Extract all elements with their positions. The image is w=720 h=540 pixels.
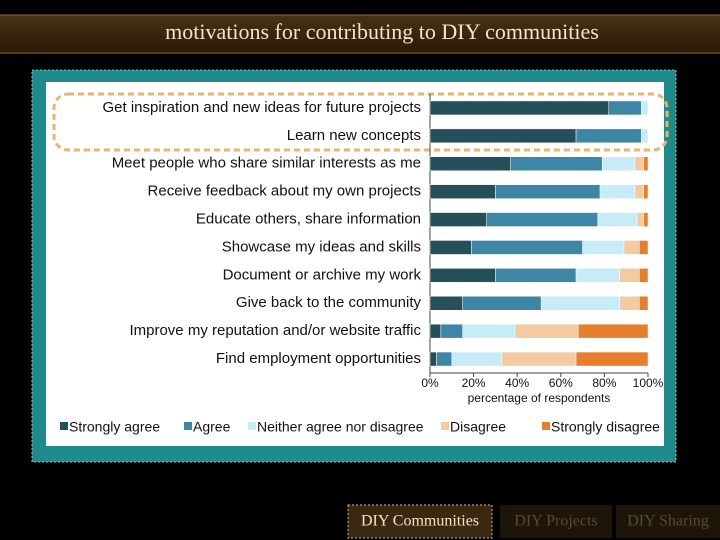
bar-segment bbox=[608, 100, 642, 116]
bar-segment bbox=[634, 156, 644, 171]
legend-label: Agree bbox=[193, 419, 231, 435]
legend-swatch bbox=[248, 422, 256, 430]
bar-segment bbox=[429, 184, 496, 199]
bar-segment bbox=[440, 323, 463, 339]
nav-tab[interactable] bbox=[616, 505, 720, 538]
bar-segment bbox=[429, 100, 610, 116]
nav-tab[interactable] bbox=[347, 504, 493, 539]
bar-segment bbox=[599, 184, 636, 199]
bar-segment bbox=[510, 156, 603, 171]
category-label: Educate others, share information bbox=[196, 211, 421, 228]
bar-segment bbox=[619, 268, 640, 283]
bar-segment bbox=[429, 296, 463, 311]
bar-segment bbox=[639, 268, 649, 283]
bar-segment bbox=[582, 240, 625, 255]
chart: Get inspiration and new ideas for future… bbox=[60, 94, 664, 435]
bar-segment bbox=[643, 184, 649, 199]
header-bar bbox=[0, 15, 720, 53]
x-tick-label: 40% bbox=[505, 376, 529, 390]
bar-segment bbox=[623, 240, 640, 255]
bar-segment bbox=[436, 351, 453, 367]
category-label: Document or archive my work bbox=[223, 266, 422, 283]
bar-segment bbox=[577, 323, 649, 339]
nav-bar: DIY Communities DIY Projects DIY Sharing bbox=[347, 504, 720, 539]
bar-segment bbox=[429, 240, 472, 255]
bar-segment bbox=[641, 100, 649, 116]
legend-label: Disagree bbox=[450, 419, 506, 435]
slide-title: motivations for contributing to DIY comm… bbox=[165, 19, 599, 44]
category-label: Meet people who share similar interests … bbox=[112, 155, 421, 172]
legend-swatch bbox=[441, 422, 449, 430]
highlight-box bbox=[52, 92, 669, 152]
category-label: Find employment opportunities bbox=[216, 350, 421, 367]
bar-segment bbox=[429, 128, 577, 144]
legend-label: Strongly disagree bbox=[551, 419, 660, 435]
nav-tab-label[interactable]: DIY Projects bbox=[514, 513, 597, 530]
legend-swatch bbox=[60, 422, 68, 430]
bar-segment bbox=[462, 296, 542, 311]
category-label: Receive feedback about my own projects bbox=[148, 183, 421, 200]
bar-segment bbox=[471, 240, 583, 255]
bar-segment bbox=[486, 212, 599, 227]
bar-segment bbox=[495, 184, 601, 199]
bar-segment bbox=[429, 156, 511, 171]
legend-label: Strongly agree bbox=[69, 419, 160, 435]
category-label: Give back to the community bbox=[236, 294, 422, 311]
legend-swatch bbox=[542, 422, 550, 430]
x-tick-label: 60% bbox=[549, 376, 573, 390]
nav-tab-label[interactable]: DIY Sharing bbox=[627, 513, 709, 530]
x-tick-label: 100% bbox=[633, 376, 664, 390]
bar-segment bbox=[636, 212, 644, 227]
category-label: Improve my reputation and/or website tra… bbox=[129, 322, 421, 339]
bar-segment bbox=[619, 296, 640, 311]
bar-segment bbox=[575, 268, 620, 283]
bar-segment bbox=[639, 296, 649, 311]
bar-segment bbox=[429, 351, 437, 367]
category-label: Showcase my ideas and skills bbox=[222, 238, 421, 255]
category-label: Learn new concepts bbox=[287, 127, 421, 144]
category-label: Get inspiration and new ideas for future… bbox=[102, 99, 421, 116]
bar-segment bbox=[429, 212, 487, 227]
bar-segment bbox=[451, 351, 503, 367]
bar-segment bbox=[597, 212, 638, 227]
bar-segment bbox=[462, 323, 516, 339]
bar-segment bbox=[514, 323, 579, 339]
bar-segment bbox=[501, 351, 577, 367]
bar-segment bbox=[634, 184, 644, 199]
x-tick-label: 0% bbox=[421, 376, 439, 390]
nav-tab-label[interactable]: DIY Communities bbox=[361, 513, 479, 530]
bar-segment bbox=[643, 212, 649, 227]
nav-tab[interactable] bbox=[500, 505, 612, 538]
legend-label: Neither agree nor disagree bbox=[257, 419, 424, 435]
bar-segment bbox=[540, 296, 620, 311]
bar-segment bbox=[643, 156, 649, 171]
x-tick-label: 20% bbox=[462, 376, 486, 390]
x-axis-label: percentage of respondents bbox=[468, 391, 611, 405]
x-tick-label: 80% bbox=[592, 376, 616, 390]
bar-segment bbox=[575, 128, 642, 144]
bar-segment bbox=[495, 268, 577, 283]
bar-segment bbox=[429, 268, 496, 283]
bar-segment bbox=[639, 240, 649, 255]
bar-segment bbox=[641, 128, 649, 144]
bar-segment bbox=[601, 156, 636, 171]
legend-swatch bbox=[184, 422, 192, 430]
bar-segment bbox=[429, 323, 442, 339]
bar-segment bbox=[575, 351, 649, 367]
